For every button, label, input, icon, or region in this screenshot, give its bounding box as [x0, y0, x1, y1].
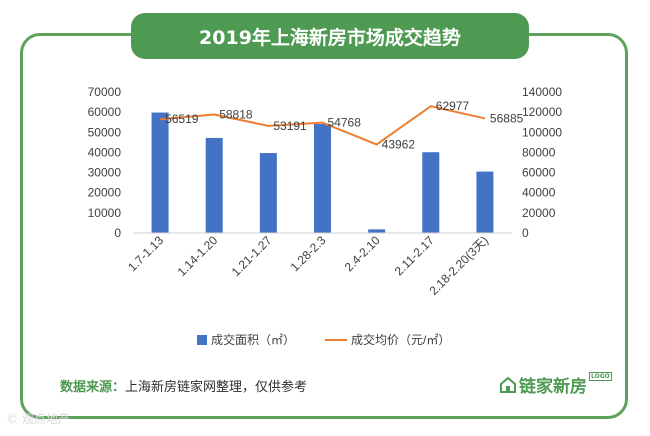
bar	[368, 229, 386, 233]
bar	[314, 124, 331, 233]
right-tick-label: 20000	[522, 206, 556, 220]
line-data-label: 58818	[219, 108, 253, 122]
lianjia-logo: 链家新房 LOGO	[500, 372, 612, 397]
source-label: 数据来源：	[60, 380, 126, 395]
left-tick-label: 0	[114, 226, 121, 240]
x-tick-label: 2.4-2.10	[342, 233, 383, 274]
watermark: © 观点地产	[6, 412, 70, 426]
logo-badge: LOGO	[589, 372, 612, 381]
x-tick-label: 1.28-2.3	[288, 233, 329, 274]
legend-bar-swatch	[197, 335, 207, 345]
left-axis: 0 10000 20000 30000 40000 50000 60000 70000	[88, 85, 122, 240]
source-text: 上海新房链家网整理，仅供参考	[125, 380, 308, 395]
x-axis-ticks: 1.7-1.13 1.14-1.20 1.21-1.27 1.28-2.3 2.4-2.…	[125, 233, 491, 298]
right-tick-label: 80000	[522, 145, 556, 159]
bar	[205, 137, 223, 233]
x-tick-label: 1.7-1.13	[125, 233, 166, 274]
legend-label: 成交面积（㎡）	[211, 332, 295, 347]
line-series	[159, 105, 486, 146]
bar	[422, 152, 440, 233]
x-tick-label: 1.21-1.27	[229, 233, 275, 279]
x-tick-label: 1.14-1.20	[175, 233, 221, 279]
right-tick-label: 100000	[522, 125, 562, 139]
right-tick-label: 60000	[522, 166, 556, 180]
legend-label: 成交均价（元/㎡）	[351, 332, 450, 347]
line-data-label: 54768	[328, 116, 362, 130]
left-tick-label: 70000	[88, 85, 122, 99]
line-data-labels: 56519 58818 53191 54768 43962 62977 56885	[165, 99, 524, 151]
house-icon	[500, 376, 516, 393]
left-tick-label: 30000	[88, 166, 122, 180]
x-tick-label: 2.11-2.17	[392, 233, 437, 278]
bar	[151, 112, 169, 233]
right-tick-label: 40000	[522, 186, 556, 200]
left-tick-label: 20000	[88, 186, 122, 200]
source-note: 数据来源：上海新房链家网整理，仅供参考	[60, 376, 307, 395]
left-tick-label: 60000	[88, 105, 122, 119]
bar	[259, 153, 277, 233]
right-axis: 0 20000 40000 60000 80000 100000 120000 140000	[522, 85, 562, 240]
line-data-label: 53191	[273, 119, 307, 133]
left-tick-label: 40000	[88, 145, 122, 159]
bar	[476, 171, 494, 233]
logo-text: 链家新房	[519, 377, 587, 397]
legend: 成交面积（㎡） 成交均价（元/㎡）	[197, 332, 450, 347]
line-data-label: 56885	[490, 111, 524, 125]
left-tick-label: 10000	[88, 206, 122, 220]
left-tick-label: 50000	[88, 125, 122, 139]
bar-series	[151, 112, 494, 233]
right-tick-label: 120000	[522, 105, 562, 119]
right-tick-label: 0	[522, 226, 529, 240]
line-data-label: 62977	[436, 99, 470, 113]
right-tick-label: 140000	[522, 85, 562, 99]
line-data-label: 43962	[382, 137, 416, 151]
chart-title: 2019年上海新房市场成交趋势	[131, 13, 529, 59]
line-data-label: 56519	[165, 112, 199, 126]
